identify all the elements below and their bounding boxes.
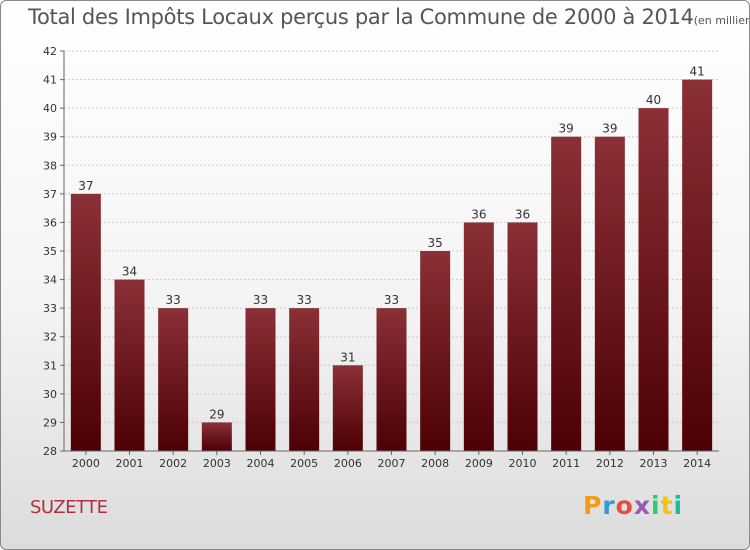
x-tick-label-2003: 2003 [203,457,231,470]
x-tick-label-2006: 2006 [334,457,362,470]
y-tick-label: 36 [43,216,57,229]
bar-2005 [289,308,320,451]
y-tick-label: 42 [43,45,57,58]
x-tick-label-2009: 2009 [465,457,493,470]
data-label-2004: 33 [253,293,268,307]
x-tick-label-2008: 2008 [421,457,449,470]
commune-name: SUZETTE [30,497,108,518]
y-tick-label: 37 [43,188,57,201]
x-tick-label-2005: 2005 [290,457,318,470]
y-tick-label: 41 [43,74,57,87]
bar-2003 [201,422,232,451]
bar-2008 [420,251,451,451]
title-main: Total des Impôts Locaux perçus par la Co… [28,5,694,29]
x-tick-label-2013: 2013 [640,457,668,470]
data-label-2006: 31 [340,350,355,364]
logo-letter: i [651,491,661,520]
data-label-2014: 41 [690,65,705,79]
data-label-2012: 39 [602,122,617,136]
y-tick-label: 29 [43,416,57,429]
data-label-2011: 39 [559,122,574,136]
proxiti-logo[interactable]: Proxiti [583,491,683,520]
chart-title: Total des Impôts Locaux perçus par la Co… [28,5,750,29]
bar-2007 [376,308,407,451]
data-label-2005: 33 [297,293,312,307]
data-label-2007: 33 [384,293,399,307]
data-label-2008: 35 [428,236,443,250]
bar-2006 [332,365,363,451]
data-label-2009: 36 [471,207,486,221]
x-tick-label-2011: 2011 [552,457,580,470]
x-tick-label-2000: 2000 [72,457,100,470]
y-tick-label: 28 [43,445,57,458]
bar-2013 [638,108,669,452]
logo-letter: t [660,491,674,520]
bar-2004 [245,308,276,451]
data-label-2000: 37 [78,179,93,193]
x-tick-label-2012: 2012 [596,457,624,470]
logo-letter: i [673,491,684,520]
title-unit: (en milliers d'€) [693,14,750,27]
y-tick-label: 32 [43,331,57,344]
x-tick-label-2004: 2004 [247,457,275,470]
y-tick-label: 39 [43,131,57,144]
bar-2002 [158,308,189,451]
x-tick-label-2007: 2007 [378,457,406,470]
y-tick-label: 33 [43,302,57,315]
y-tick-label: 38 [43,159,57,172]
data-label-2001: 34 [122,265,137,279]
bar-2001 [114,279,145,451]
bar-2012 [594,136,625,451]
y-tick-label: 31 [43,359,57,372]
data-labels: 37 34 33 29 33 33 31 33 35 36 36 39 39 40 41 [78,65,705,422]
logo-letter: o [615,491,634,520]
y-tick-label: 40 [43,102,57,115]
x-tick-label-2001: 2001 [116,457,144,470]
y-tick-label: 34 [43,274,57,287]
y-tick-label: 35 [43,245,57,258]
x-tick-label-2010: 2010 [509,457,537,470]
bar-2011 [551,136,582,451]
x-tick-label-2014: 2014 [683,457,711,470]
x-tick-label-2002: 2002 [159,457,187,470]
data-label-2002: 33 [166,293,181,307]
data-label-2003: 29 [209,407,224,421]
bar-2000 [70,193,101,451]
axes: 28 29 30 31 32 33 34 35 36 37 38 39 40 41 42 2000 2001 20… [43,45,719,470]
logo-letter: r [602,491,616,520]
bar-2010 [507,222,538,451]
logo-letter: P [583,491,603,520]
data-label-2013: 40 [646,93,661,107]
logo-letter: x [633,491,651,520]
bars [70,79,713,452]
y-tick-label: 30 [43,388,57,401]
bar-2014 [682,79,713,452]
bar-2009 [463,222,494,451]
data-label-2010: 36 [515,207,530,221]
